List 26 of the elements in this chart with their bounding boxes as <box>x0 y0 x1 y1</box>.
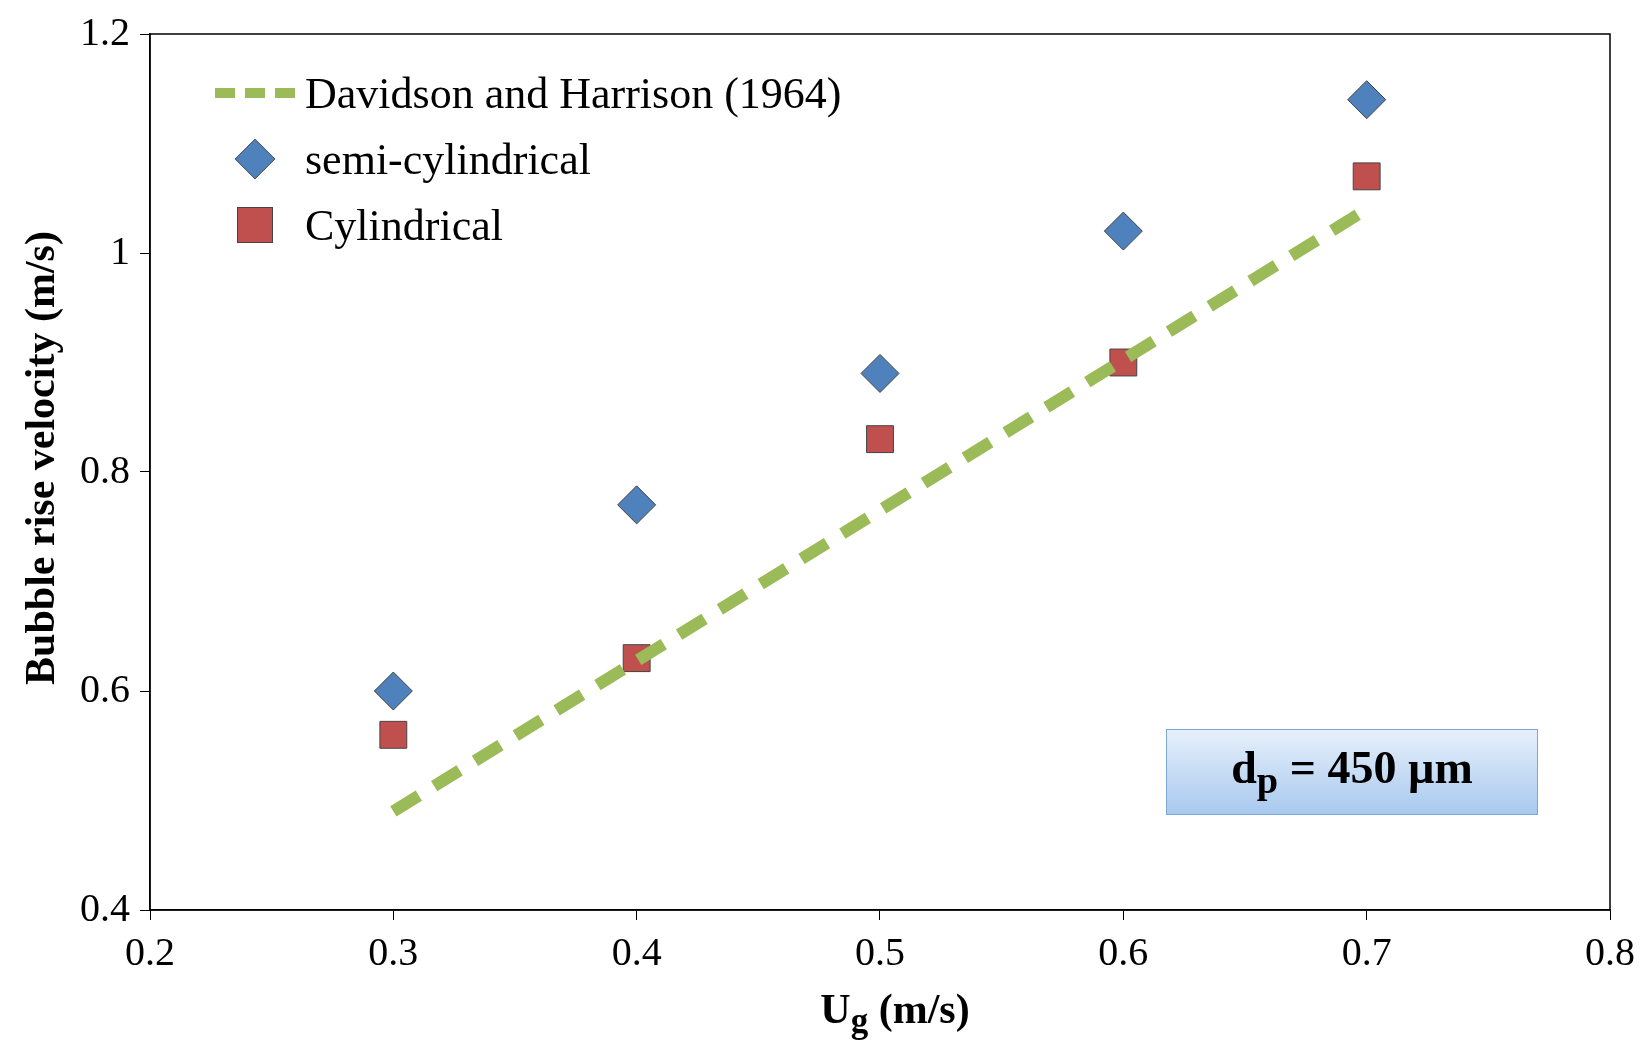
x-tick-label: 0.7 <box>1341 928 1392 974</box>
point <box>1347 80 1387 120</box>
y-tick-label: 0.6 <box>80 665 130 711</box>
y-tick-label: 0.8 <box>80 446 130 492</box>
x-tick-label: 0.4 <box>611 928 662 974</box>
point <box>860 353 900 393</box>
x-tick-label: 0.8 <box>1585 928 1635 974</box>
point <box>1352 162 1381 191</box>
x-tick-label: 0.2 <box>125 928 175 974</box>
point <box>617 485 657 525</box>
y-tick-label: 1.2 <box>80 8 130 54</box>
point <box>866 425 894 454</box>
x-tick-label: 0.3 <box>368 928 419 974</box>
x-tick-label: 0.5 <box>855 928 905 974</box>
point <box>379 720 408 749</box>
y-tick-label: 0.4 <box>80 884 130 930</box>
x-tick-label: 0.6 <box>1098 928 1149 974</box>
y-axis-title: Bubble rise velocity (m/s) <box>16 231 64 685</box>
x-axis-title: U$_{g}$ (m/s) <box>819 985 971 1042</box>
annotation: d$_{p}$ = 450 µm <box>1231 741 1473 803</box>
legend-label: Cylindrical <box>305 199 503 251</box>
point <box>373 671 413 711</box>
y-tick-label: 1 <box>110 227 130 273</box>
legend-label: Davidson and Harrison (1964) <box>305 67 842 119</box>
point <box>1103 211 1143 251</box>
legend-label: semi-cylindrical <box>305 133 591 185</box>
